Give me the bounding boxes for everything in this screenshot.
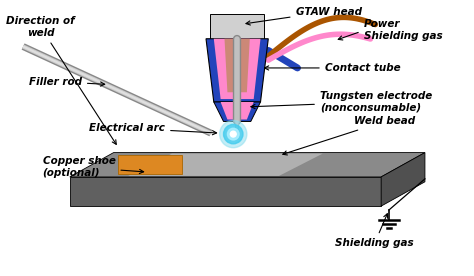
- Text: Direction of
weld: Direction of weld: [6, 16, 116, 144]
- Circle shape: [224, 124, 243, 144]
- Text: GTAW head: GTAW head: [246, 7, 362, 25]
- Polygon shape: [70, 177, 381, 206]
- Polygon shape: [381, 153, 425, 206]
- Polygon shape: [214, 102, 261, 121]
- Circle shape: [230, 131, 236, 137]
- Text: Contact tube: Contact tube: [264, 63, 401, 73]
- Polygon shape: [206, 39, 268, 102]
- Polygon shape: [70, 153, 425, 177]
- Text: Shielding gas: Shielding gas: [364, 31, 442, 41]
- Polygon shape: [214, 39, 261, 99]
- Text: Electrical arc: Electrical arc: [89, 123, 217, 135]
- Text: Shielding gas: Shielding gas: [336, 214, 414, 248]
- Polygon shape: [128, 153, 323, 176]
- Circle shape: [228, 128, 239, 140]
- Circle shape: [219, 121, 247, 148]
- Text: Power: Power: [338, 19, 400, 40]
- Text: Weld bead: Weld bead: [283, 116, 415, 155]
- Text: Tungsten electrode
(nonconsumable): Tungsten electrode (nonconsumable): [251, 91, 432, 113]
- Polygon shape: [225, 39, 250, 92]
- Text: Filler rod: Filler rod: [29, 76, 105, 87]
- Polygon shape: [210, 14, 264, 39]
- Text: Copper shoe
(optional): Copper shoe (optional): [43, 156, 144, 178]
- Polygon shape: [220, 102, 254, 120]
- Polygon shape: [118, 155, 182, 174]
